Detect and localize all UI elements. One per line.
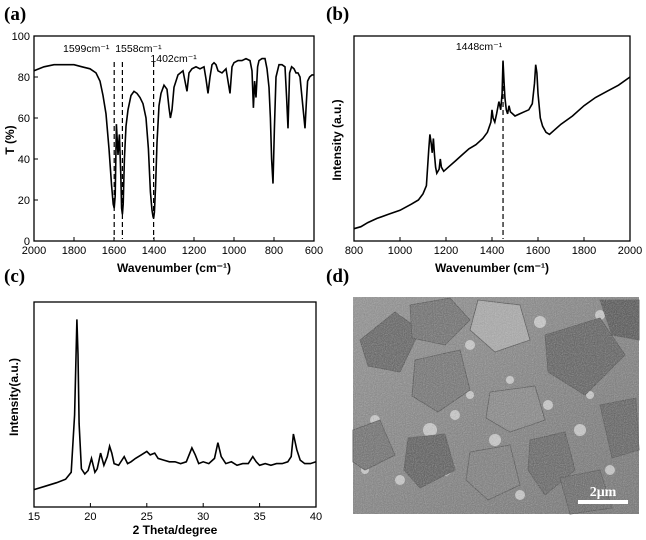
y-tick-label: 0 [24,236,30,248]
x-tick-label: 20 [84,511,96,523]
x-tick-label: 2000 [618,245,642,257]
x-axis-title: Wavenumber (cm⁻¹) [435,261,549,275]
panel-d-label: (d) [326,266,349,287]
y-axis-title: T (%) [3,125,17,154]
xrd-pattern-chart: 15 20 25 30 35 40 2 Theta/degree Intensity(a.… [7,301,322,537]
annotation-label: 1402cm⁻¹ [150,53,197,65]
x-tick-label: 800 [265,245,283,257]
sem-texture [353,297,639,514]
y-tick-label: 100 [12,31,30,43]
series-line [353,60,631,230]
x-tick-label: 25 [141,511,153,523]
y-axis-title: Intensity (a.u.) [330,99,344,180]
x-tick-label: 1400 [142,245,166,257]
x-tick-label: 35 [253,511,265,523]
panel-b-label: (b) [326,4,349,25]
y-axis-title: Intensity(a.u.) [7,358,21,436]
y-tick-label: 60 [18,113,30,125]
y-tick-label: 20 [18,195,30,207]
annotation-label: 1599cm⁻¹ [63,43,110,55]
x-tick-label: 1800 [572,245,596,257]
x-axis-title: Wavenumber (cm⁻¹) [117,261,231,275]
x-tick-label: 1800 [62,245,86,257]
x-tick-label: 40 [310,511,322,523]
plot-frame [33,301,317,508]
x-tick-label: 15 [28,511,40,523]
annotation-label: 1558cm⁻¹ [115,43,162,55]
x-tick-label: 1200 [182,245,206,257]
x-tick-label: 1600 [526,245,550,257]
annotation-label: 1448cm⁻¹ [456,41,503,53]
scale-bar-label: 2μm [590,485,617,500]
series-line [33,57,314,219]
x-tick-label: 1600 [102,245,126,257]
x-tick-label: 1000 [222,245,246,257]
raman-spectrum-chart: 800 1000 1200 1400 1600 1800 2000 1448cm⁻¹ Wav… [330,35,642,275]
y-tick-label: 40 [18,154,30,166]
series-line [33,319,317,491]
panel-c-label: (c) [4,266,25,287]
plot-frame [33,35,315,242]
x-tick-label: 30 [197,511,209,523]
x-tick-label: 2000 [22,245,46,257]
scale-bar [578,500,628,504]
panel-a-label: (a) [4,4,26,25]
x-tick-label: 1000 [388,245,412,257]
x-tick-label: 800 [345,245,363,257]
x-tick-label: 1200 [434,245,458,257]
ir-transmittance-chart: 2000 1800 1600 1400 1200 1000 800 600 0 20 40 60 80 1… [3,31,323,275]
y-tick-label: 80 [18,72,30,84]
x-tick-label: 1400 [480,245,504,257]
sem-micrograph: 2μm [352,297,640,515]
plot-frame [353,35,631,242]
x-axis-title: 2 Theta/degree [133,523,218,537]
x-tick-label: 600 [305,245,323,257]
